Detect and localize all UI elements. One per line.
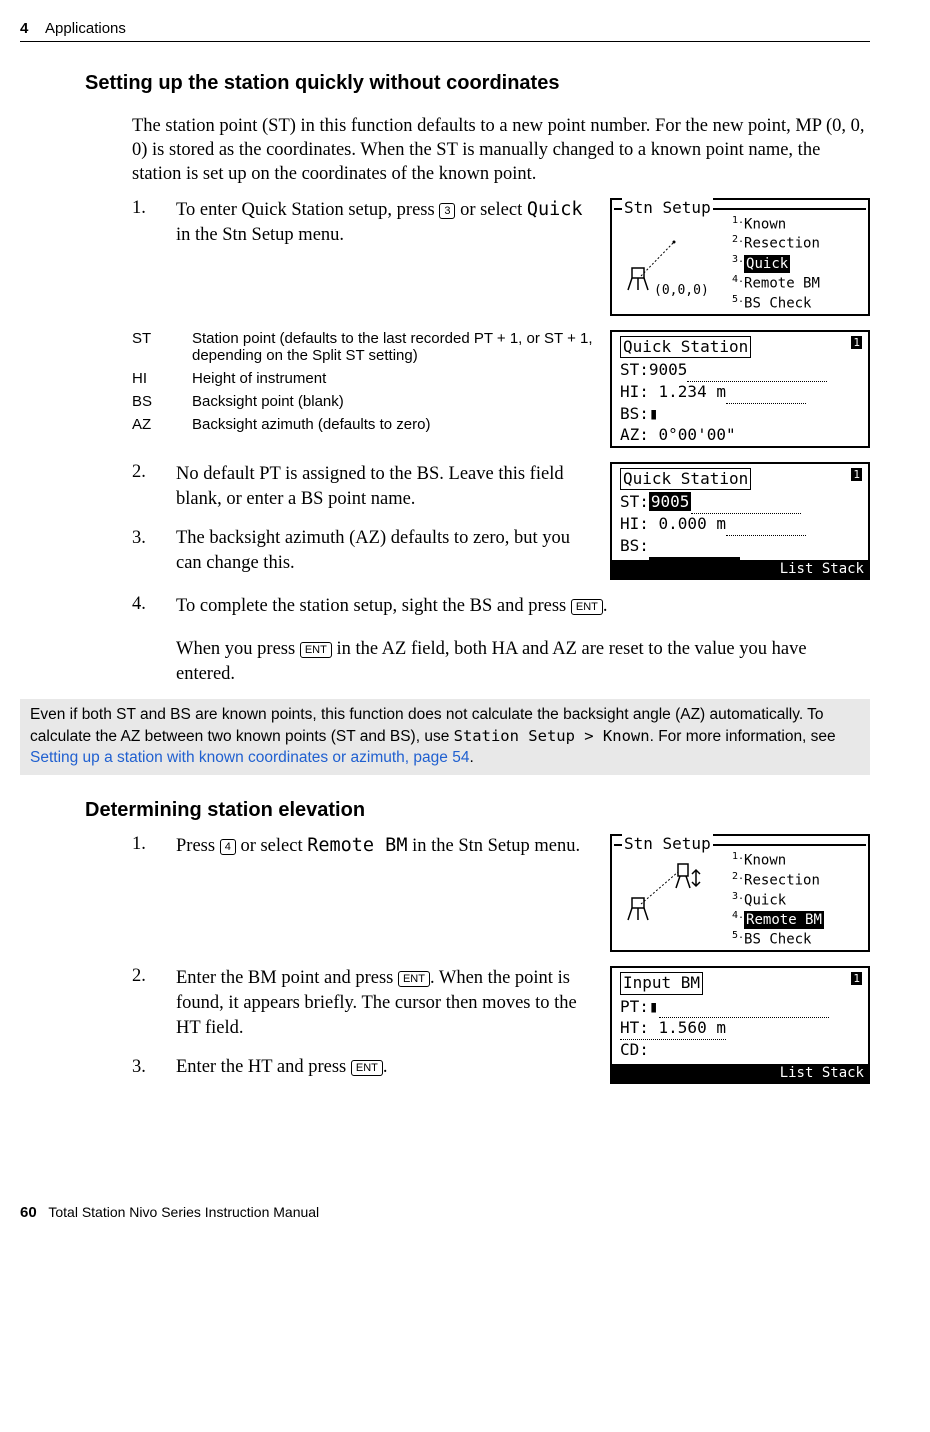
tripod-bm-icon [626, 862, 706, 936]
row-bs: BS:▮ [620, 404, 864, 425]
def-val-hi: Height of instrument [192, 370, 598, 387]
step-text: To enter Quick Station setup, press 3 or… [176, 198, 610, 248]
row-st: ST:9005 [620, 360, 864, 382]
keycap-4: 4 [220, 839, 236, 855]
step-text: Press 4 or select Remote BM in the Stn S… [176, 834, 610, 859]
screen-title: Input BM [620, 972, 703, 995]
def-val-az: Backsight azimuth (defaults to zero) [192, 416, 598, 433]
screen-menu: 1.Known 2.Resection 3.Quick 4.Remote BM … [732, 850, 824, 949]
chapter-label: Applications [45, 20, 126, 37]
section-heading: Determining station elevation [85, 799, 870, 822]
step-text: Enter the BM point and press ENT. When t… [176, 966, 598, 1041]
step-number: 3. [132, 526, 176, 576]
lcd-menu-path: Station Setup > Known [454, 727, 650, 745]
row-st: ST:9005 [620, 492, 864, 514]
tripod-origin-icon: (0,0,0) [626, 236, 696, 300]
screen-title: Stn Setup [622, 198, 713, 217]
page-header: 4 Applications [20, 20, 870, 37]
s2-step-2: 2. Enter the BM point and press ENT. Whe… [132, 966, 870, 1084]
keycap-ent: ENT [351, 1060, 383, 1076]
step-3: 3. The backsight azimuth (AZ) defaults t… [132, 526, 598, 576]
step-text: Enter the HT and press ENT. [176, 1055, 598, 1080]
keycap-3: 3 [439, 203, 455, 219]
def-key-st: ST [132, 330, 192, 364]
footer-page-number: 60 [20, 1204, 37, 1221]
step-1: 1. To enter Quick Station setup, press 3… [132, 198, 870, 316]
step-number: 2. [132, 966, 176, 987]
screen-bottom-bar: List Stack [612, 560, 868, 578]
screen-quick-station-1: 1 Quick Station ST:9005 HI: 1.234 m BS:▮… [610, 330, 870, 448]
def-key-az: AZ [132, 416, 192, 433]
step-text: The backsight azimuth (AZ) defaults to z… [176, 526, 598, 576]
screen-stn-setup-quick: Stn Setup (0,0,0) 1.Known 2.Resection 3.… [610, 198, 870, 316]
keycap-ent: ENT [571, 599, 603, 615]
step-text: To complete the station setup, sight the… [176, 594, 870, 619]
screen-title: Quick Station [620, 336, 751, 359]
step-4-continue: When you press ENT in the AZ field, both… [176, 637, 870, 687]
step-number: 1. [132, 198, 176, 219]
s2-step-3: 3. Enter the HT and press ENT. [132, 1055, 598, 1080]
def-key-bs: BS [132, 393, 192, 410]
screen-menu: 1.Known 2.Resection 3.Quick 4.Remote BM … [732, 214, 820, 313]
keycap-ent: ENT [398, 971, 430, 987]
screen-title: Quick Station [620, 468, 751, 491]
cross-ref-link[interactable]: Setting up a station with known coordina… [30, 749, 469, 766]
lcd-word-quick: Quick [527, 199, 583, 220]
def-val-bs: Backsight point (blank) [192, 393, 598, 410]
screen-bottom-bar: List Stack [612, 1064, 868, 1082]
step-number: 1. [132, 834, 176, 855]
keycap-ent: ENT [300, 642, 332, 658]
s2-step-1: 1. Press 4 or select Remote BM in the St… [132, 834, 870, 952]
row-pt: PT:▮ [620, 997, 864, 1019]
footer-manual-title: Total Station Nivo Series Instruction Ma… [48, 1204, 319, 1220]
row-az: AZ: 0°00'00" [620, 425, 864, 446]
row-hi: HI: 0.000 m [620, 514, 864, 536]
def-val-st: Station point (defaults to the last reco… [192, 330, 598, 364]
screen-stn-setup-remotebm: Stn Setup 1.Known 2.Rese [610, 834, 870, 952]
screen-input-bm: 1 Input BM PT:▮ HT: 1.560 m CD: List Sta… [610, 966, 870, 1084]
screen-quick-station-2: 1 Quick Station ST:9005 HI: 0.000 m BS: … [610, 462, 870, 580]
note-box: Even if both ST and BS are known points,… [20, 699, 870, 775]
step-number: 2. [132, 462, 176, 483]
row-bs: BS: [620, 536, 864, 557]
step-2: 2. No default PT is assigned to the BS. … [132, 462, 870, 580]
header-rule [20, 41, 870, 42]
row-hi: HI: 1.234 m [620, 382, 864, 404]
step-text: No default PT is assigned to the BS. Lea… [176, 462, 598, 512]
page-footer: 60 Total Station Nivo Series Instruction… [20, 1204, 870, 1221]
row-ht: HT: 1.560 m [620, 1018, 864, 1040]
step-4: 4. To complete the station setup, sight … [132, 594, 870, 619]
def-key-hi: HI [132, 370, 192, 387]
field-definitions: STStation point (defaults to the last re… [132, 330, 870, 448]
screen-title: Stn Setup [622, 834, 713, 853]
intro-paragraph: The station point (ST) in this function … [132, 114, 870, 186]
step-number: 3. [132, 1055, 176, 1080]
step-number: 4. [132, 594, 176, 615]
section-heading: Setting up the station quickly without c… [85, 72, 870, 95]
chapter-number: 4 [20, 20, 28, 37]
menu-selected: Remote BM [744, 911, 824, 929]
menu-selected: Quick [744, 255, 790, 273]
row-cd: CD: [620, 1040, 864, 1061]
lcd-word-remote-bm: Remote BM [307, 835, 407, 856]
